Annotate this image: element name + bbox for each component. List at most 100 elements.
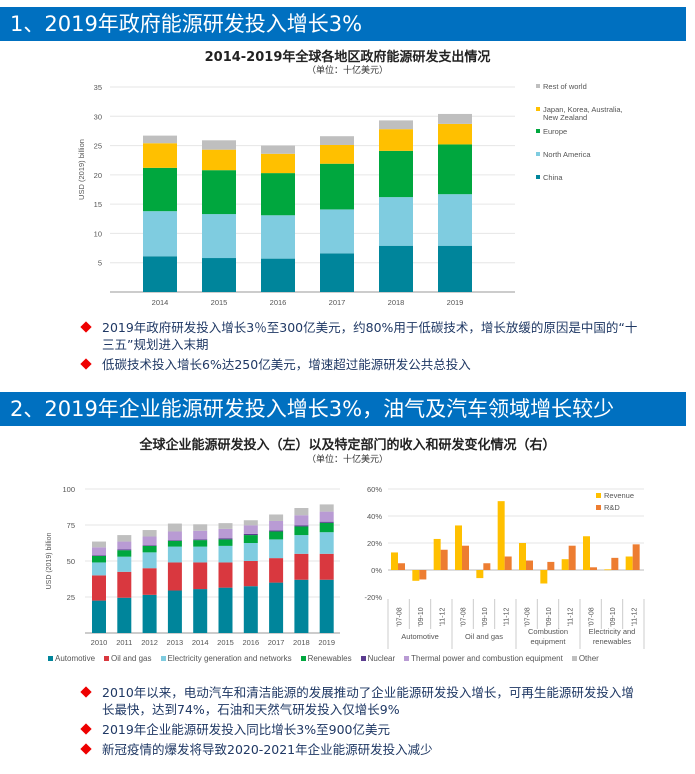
- bar-oil-and-gas: [193, 562, 208, 590]
- diamond-icon: [80, 723, 92, 735]
- bar-revenue: [391, 552, 398, 570]
- bar-other: [167, 523, 182, 532]
- bar-revenue: [433, 538, 441, 570]
- x-tick-label: 2015: [217, 638, 234, 647]
- bar-r-d: [504, 556, 512, 570]
- x-tick-label: '09-10: [546, 607, 553, 626]
- bar-automotive: [117, 597, 132, 633]
- bar-revenue: [519, 543, 526, 570]
- chart2-unit: （单位：十亿美元）: [306, 455, 388, 465]
- x-tick-label: 2017: [329, 298, 346, 305]
- y-tick-label: 25: [67, 593, 75, 602]
- bar-oil-and-gas: [92, 575, 106, 601]
- legend-label: Oil and gas: [111, 654, 152, 663]
- bar-thermal-power-and-combustion-equipment: [92, 547, 106, 556]
- x-tick-label: 2014: [192, 638, 209, 647]
- chart1-unit: （单位：十亿美元）: [306, 66, 388, 76]
- x-tick-label: 2016: [242, 638, 259, 647]
- x-tick-label: 2018: [388, 298, 405, 305]
- bar-revenue: [497, 501, 505, 570]
- bar-renewables: [167, 540, 182, 547]
- bar-automotive: [92, 600, 106, 633]
- bar-europe: [143, 167, 177, 212]
- diamond-icon: [80, 743, 92, 755]
- bar-r-d: [611, 557, 619, 570]
- legend-item: Other: [571, 654, 599, 663]
- bar-europe: [379, 150, 413, 198]
- bar-automotive: [319, 579, 334, 633]
- bar-europe: [438, 144, 472, 195]
- bar-r-d: [419, 570, 427, 580]
- legend-label: Other: [578, 654, 599, 663]
- bar-thermal-power-and-combustion-equipment: [269, 520, 284, 531]
- bar-china: [379, 245, 413, 292]
- y-tick-label: 10: [94, 229, 102, 238]
- bar-r-d: [440, 549, 448, 570]
- bar-renewables: [218, 539, 233, 546]
- bar-japan-korea-australia-new-zealand: [379, 129, 413, 151]
- x-tick-label: 2010: [91, 638, 108, 647]
- legend-swatch: [536, 152, 540, 156]
- legend-item: Oil and gas: [104, 654, 152, 663]
- bar-north-america: [261, 215, 295, 259]
- group-label: Combustion: [528, 627, 568, 636]
- bar-rest-of-world: [379, 120, 413, 130]
- bar-rest-of-world: [202, 140, 236, 150]
- y-tick-label: 50: [67, 557, 75, 566]
- bar-nuclear: [193, 539, 208, 541]
- bar-r-d: [398, 563, 405, 570]
- legend-swatch: [536, 175, 540, 179]
- bar-other: [142, 530, 157, 537]
- x-tick-label: 2012: [141, 638, 158, 647]
- bar-china: [202, 258, 236, 292]
- bar-thermal-power-and-combustion-equipment: [319, 511, 334, 522]
- bar-china: [438, 245, 472, 292]
- bar-electricity-generation-and-networks: [218, 545, 233, 563]
- bar-other: [319, 504, 334, 512]
- x-tick-label: 2018: [293, 638, 310, 647]
- legend-swatch: [536, 84, 540, 88]
- x-tick-label: 2015: [211, 298, 228, 305]
- bar-other: [294, 508, 309, 516]
- y-tick-label: -20%: [364, 593, 382, 602]
- bar-automotive: [294, 579, 309, 633]
- bar-renewables: [269, 531, 284, 540]
- bullet: 新冠疫情的爆发将导致2020-2021年企业能源研发投入减少: [80, 741, 642, 758]
- x-tick-label: '07-08: [397, 607, 404, 626]
- y-tick-label: 5: [98, 259, 102, 268]
- bar-oil-and-gas: [319, 553, 334, 580]
- bar-electricity-generation-and-networks: [167, 546, 182, 563]
- bar-oil-and-gas: [294, 553, 309, 580]
- legend-swatch: [536, 129, 540, 133]
- legend-swatch: [596, 505, 601, 510]
- diamond-icon: [80, 321, 92, 333]
- x-tick-label: '09-10: [418, 607, 425, 626]
- legend-label: Nuclear: [367, 654, 396, 663]
- bar-rest-of-world: [438, 113, 472, 124]
- bar-japan-korea-australia-new-zealand: [320, 144, 354, 164]
- bar-north-america: [379, 197, 413, 246]
- bar-rest-of-world: [143, 135, 177, 144]
- bar-r-d: [462, 545, 469, 570]
- bar-renewables: [92, 555, 106, 563]
- bar-renewables: [243, 535, 258, 543]
- bar-north-america: [320, 209, 354, 254]
- section2-heading: 2、2019年企业能源研发投入增长3%，油气及汽车领域增长较少: [0, 392, 686, 426]
- bar-r-d: [632, 544, 640, 570]
- bar-other: [117, 535, 132, 542]
- group-label: Oil and gas: [465, 632, 503, 641]
- legend-label: Europe: [543, 127, 567, 136]
- legend-swatch: [404, 656, 410, 662]
- bar-thermal-power-and-combustion-equipment: [117, 541, 132, 550]
- bar-oil-and-gas: [167, 562, 182, 591]
- group-label: renewables: [593, 637, 632, 646]
- bar-revenue: [455, 525, 462, 570]
- x-tick-label: '11-12: [503, 608, 510, 627]
- legend-label: Automotive: [55, 654, 96, 663]
- x-tick-label: 2011: [116, 638, 132, 647]
- bar-rest-of-world: [320, 136, 354, 145]
- bar-thermal-power-and-combustion-equipment: [167, 531, 182, 541]
- legend-swatch: [596, 493, 601, 498]
- x-tick-label: 2019: [447, 298, 464, 305]
- bar-nuclear: [294, 525, 309, 527]
